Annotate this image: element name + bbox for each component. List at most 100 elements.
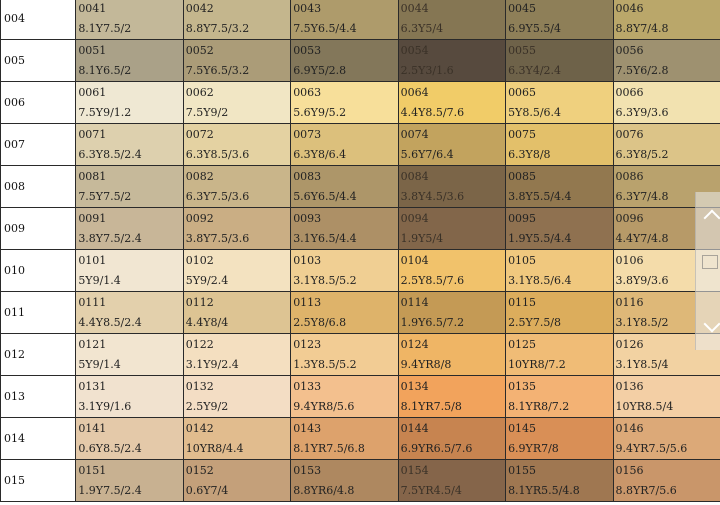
table-row: 009 0091 3.8Y7.5/2.4 0092 3.8Y7.5/3.6 0093 3.1… — [0, 207, 720, 250]
swatch-notation: 6.3Y9/3.6 — [615, 106, 669, 119]
color-swatch-cell: 0045 6.9Y5.5/4 — [505, 0, 614, 40]
swatch-notation: 4.4Y7/4.8 — [615, 232, 669, 245]
color-swatch-cell: 0041 8.1Y7.5/2 — [75, 0, 184, 40]
table-row: 015 0151 1.9Y7.5/2.4 0152 0.6Y7/4 0153 8.8YR6/… — [0, 459, 720, 502]
color-swatch-cell: 0123 1.3Y8.5/5.2 — [290, 333, 399, 376]
swatch-notation: 7.5Y9/2 — [185, 106, 229, 119]
swatch-notation: 10YR8/7.2 — [508, 358, 566, 371]
color-swatch-cell: 0113 2.5Y8/6.8 — [290, 291, 399, 334]
color-swatch-cell: 0133 9.4YR8/5.6 — [290, 375, 399, 418]
row-label: 006 — [0, 81, 77, 124]
swatch-code: 0076 — [615, 128, 644, 141]
swatch-notation: 2.5Y9/2 — [185, 400, 229, 413]
color-swatch-cell: 0073 6.3Y8/6.4 — [290, 123, 399, 166]
swatch-code: 0073 — [293, 128, 322, 141]
color-swatch-cell: 0114 1.9Y6.5/7.2 — [397, 291, 507, 334]
swatch-code: 0046 — [615, 2, 644, 15]
swatch-code: 0065 — [508, 86, 537, 99]
color-swatch-cell: 0105 3.1Y8.5/6.4 — [505, 249, 614, 292]
chevron-down-icon[interactable] — [703, 315, 720, 333]
swatch-code: 0045 — [508, 2, 537, 15]
swatch-notation: 9.4YR7.5/5.6 — [615, 442, 688, 455]
swatch-notation: 5Y9/1.4 — [78, 358, 121, 371]
row-label: 004 — [0, 0, 77, 40]
swatch-notation: 8.8Y7/4.8 — [615, 22, 669, 35]
row-label: 013 — [0, 375, 77, 418]
swatch-notation: 6.3Y5/4 — [400, 22, 444, 35]
swatch-notation: 5Y9/1.4 — [78, 274, 121, 287]
color-swatch-cell: 0071 6.3Y8.5/2.4 — [75, 123, 184, 166]
swatch-code: 0054 — [400, 44, 429, 57]
color-swatch-cell: 0093 3.1Y6.5/4.4 — [290, 207, 399, 250]
swatch-notation: 1.9Y6.5/7.2 — [400, 316, 465, 329]
swatch-code: 0132 — [185, 380, 214, 393]
color-swatch-cell: 0065 5Y8.5/6.4 — [505, 81, 614, 124]
swatch-code: 0104 — [400, 254, 429, 267]
swatch-notation: 0.6Y7/4 — [185, 484, 229, 497]
swatch-code: 0152 — [185, 464, 214, 477]
row-label: 014 — [0, 417, 77, 460]
swatch-notation: 7.5Y6/2.8 — [615, 64, 669, 77]
swatch-notation: 3.1Y8.5/2 — [615, 316, 669, 329]
color-swatch-cell: 0055 6.3Y4/2.4 — [505, 39, 614, 82]
color-swatch-cell: 0154 7.5YR4.5/4 — [397, 459, 507, 502]
swatch-code: 0091 — [78, 212, 107, 225]
table-row: 014 0141 0.6Y8.5/2.4 0142 10YR8/4.4 0143 8.1YR… — [0, 417, 720, 460]
color-swatch-cell: 0151 1.9Y7.5/2.4 — [75, 459, 184, 502]
swatch-notation: 7.5Y7.5/2 — [78, 190, 132, 203]
swatch-code: 0136 — [615, 380, 644, 393]
swatch-notation: 3.8Y9/3.6 — [615, 274, 669, 287]
swatch-code: 0145 — [508, 422, 537, 435]
swatch-code: 0081 — [78, 170, 107, 183]
color-swatch-cell: 0052 7.5Y6.5/3.2 — [182, 39, 292, 82]
row-label: 015 — [0, 459, 77, 502]
swatch-code: 0103 — [293, 254, 322, 267]
swatch-notation: 3.8Y7.5/3.6 — [185, 232, 250, 245]
swatch-code: 0085 — [508, 170, 537, 183]
color-swatch-cell: 0076 6.3Y8/5.2 — [612, 123, 720, 166]
swatch-code: 0096 — [615, 212, 644, 225]
color-swatch-cell: 0063 5.6Y9/5.2 — [290, 81, 399, 124]
swatch-code: 0125 — [508, 338, 537, 351]
swatch-notation: 10YR8/4.4 — [185, 442, 244, 455]
swatch-notation: 4.4Y8/4 — [185, 316, 229, 329]
swatch-notation: 6.3Y4/2.4 — [508, 64, 562, 77]
swatch-notation: 10YR8.5/4 — [615, 400, 674, 413]
swatch-notation: 7.5Y6.5/4.4 — [293, 22, 357, 35]
row-label: 011 — [0, 291, 77, 334]
swatch-code: 0055 — [508, 44, 537, 57]
chevron-up-icon[interactable] — [703, 209, 720, 227]
swatch-notation: 8.1Y7.5/2 — [78, 22, 132, 35]
color-swatch-cell: 0046 8.8Y7/4.8 — [612, 0, 720, 40]
swatch-code: 0044 — [400, 2, 429, 15]
swatch-code: 0156 — [615, 464, 644, 477]
color-swatch-cell: 0156 8.8YR7/5.6 — [612, 459, 720, 502]
color-swatch-cell: 0081 7.5Y7.5/2 — [75, 165, 184, 208]
color-swatch-cell: 0143 8.1YR7.5/6.8 — [290, 417, 399, 460]
swatch-notation: 7.5Y9/1.2 — [78, 106, 132, 119]
color-swatch-cell: 0102 5Y9/2.4 — [182, 249, 292, 292]
swatch-notation: 2.5Y8.5/7.6 — [400, 274, 465, 287]
swatch-code: 0042 — [185, 2, 214, 15]
scroll-thumb[interactable] — [702, 255, 718, 269]
swatch-code: 0144 — [400, 422, 429, 435]
row-label: 012 — [0, 333, 77, 376]
color-swatch-cell: 0145 6.9YR7/8 — [505, 417, 614, 460]
swatch-notation: 7.5Y6.5/3.2 — [185, 64, 250, 77]
swatch-code: 0094 — [400, 212, 429, 225]
swatch-code: 0063 — [293, 86, 322, 99]
color-swatch-cell: 0084 3.8Y4.5/3.6 — [397, 165, 507, 208]
side-scroll-widget[interactable] — [695, 192, 720, 350]
swatch-code: 0043 — [293, 2, 322, 15]
color-swatch-cell: 0094 1.9Y5/4 — [397, 207, 507, 250]
swatch-notation: 6.9Y5.5/4 — [508, 22, 562, 35]
swatch-code: 0095 — [508, 212, 537, 225]
swatch-notation: 6.3Y8.5/3.6 — [185, 148, 250, 161]
swatch-code: 0155 — [508, 464, 537, 477]
color-swatch-cell: 0074 5.6Y7/6.4 — [397, 123, 507, 166]
color-swatch-cell: 0111 4.4Y8.5/2.4 — [75, 291, 184, 334]
swatch-notation: 5.6Y7/6.4 — [400, 148, 454, 161]
color-swatch-cell: 0144 6.9YR6.5/7.6 — [397, 417, 507, 460]
table-row: 004 0041 8.1Y7.5/2 0042 8.8Y7.5/3.2 0043 7.5Y6… — [0, 0, 720, 40]
color-swatch-cell: 0152 0.6Y7/4 — [182, 459, 292, 502]
